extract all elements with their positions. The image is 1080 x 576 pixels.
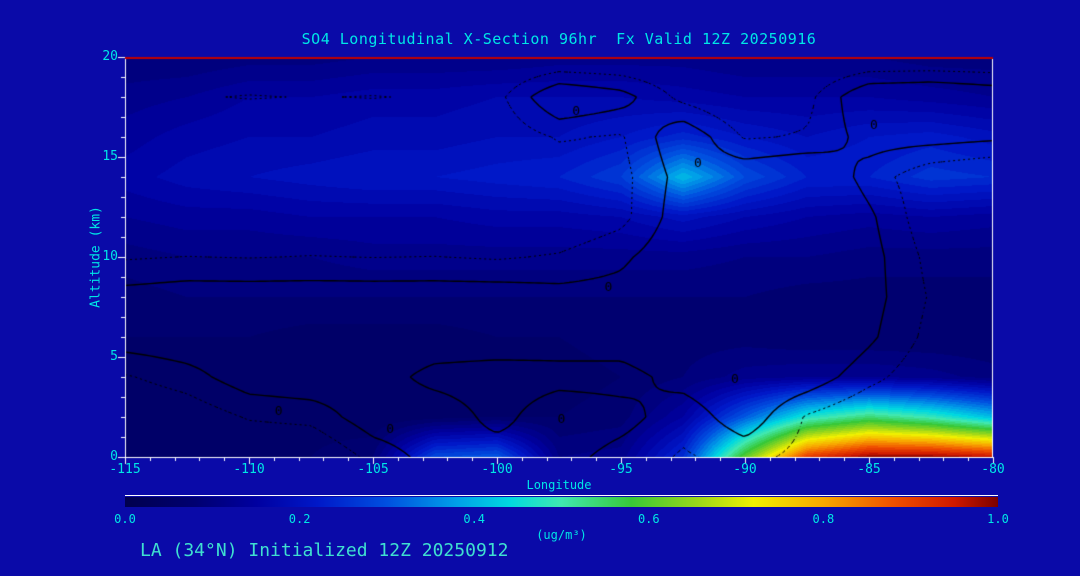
x-tick-label: -105 — [357, 462, 389, 477]
colorbar — [125, 497, 998, 507]
y-tick-label: 0 — [110, 449, 118, 464]
colorbar-tick-label: 0.6 — [637, 512, 660, 526]
x-axis-label: Longitude — [526, 478, 592, 492]
x-tick-label: -100 — [481, 462, 513, 477]
x-tick-label: -95 — [609, 462, 633, 477]
run-init-info: LA (34°N) Initialized 12Z 20250912 — [140, 540, 509, 561]
y-tick-label: 15 — [102, 149, 118, 164]
colorbar-tick-label: 0.8 — [812, 512, 835, 526]
x-tick-label: -85 — [857, 462, 881, 477]
colorbar-tick-label: 0.2 — [288, 512, 311, 526]
x-tick-label: -110 — [233, 462, 265, 477]
y-tick-label: 20 — [102, 49, 118, 64]
y-tick-label: 5 — [110, 349, 118, 364]
colorbar-tick-label: 0.0 — [114, 512, 136, 526]
x-tick-label: -90 — [733, 462, 757, 477]
colorbar-top-line — [125, 495, 998, 496]
x-tick-label: -80 — [981, 462, 1005, 477]
colorbar-tick-label: 0.4 — [463, 512, 486, 526]
y-tick-label: 10 — [102, 249, 118, 264]
chart-title: SO4 Longitudinal X-Section 96hr Fx Valid… — [301, 30, 817, 48]
x-tick-label: -115 — [109, 462, 141, 477]
colorbar-tick-label: 1.0 — [987, 512, 1009, 526]
colorbar-units-label: (ug/m³) — [536, 528, 587, 542]
